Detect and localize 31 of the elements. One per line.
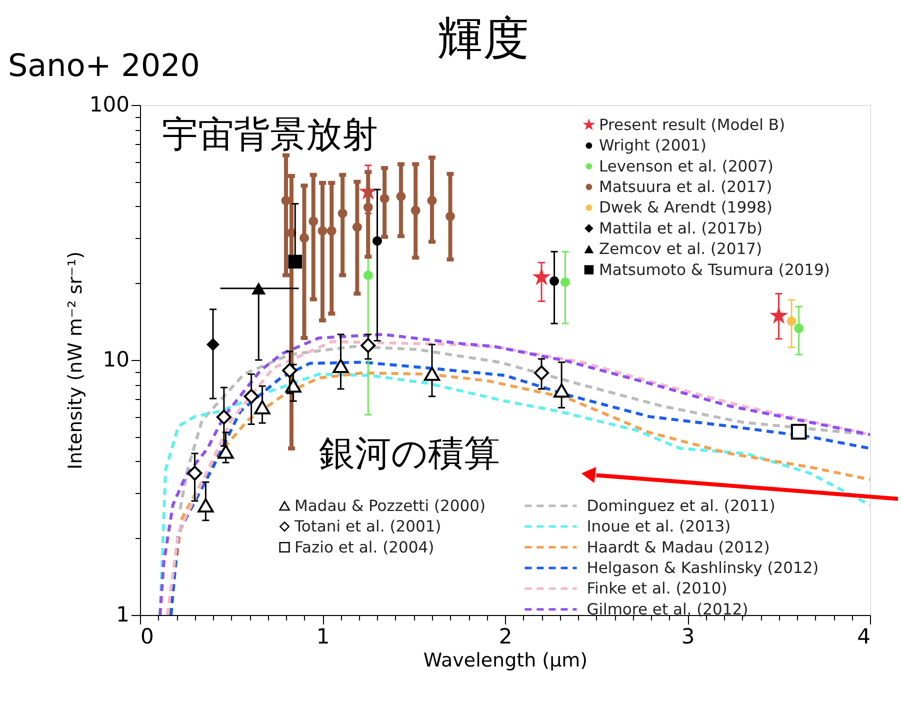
x-tick-label: 1 — [316, 624, 330, 648]
legend-label: Totani et al. (2001) — [294, 518, 442, 536]
text: Sano+ 2020 — [8, 48, 200, 84]
legend-label: Haardt & Madau (2012) — [586, 538, 770, 556]
y-tick-label: 100 — [89, 92, 130, 116]
legend-label: Helgason & Kashlinsky (2012) — [586, 558, 819, 577]
legend-label: Matsumoto & Tsumura (2019) — [598, 260, 830, 279]
legend-label: Madau & Pozzetti (2000) — [294, 496, 486, 515]
y-tick-label: 1 — [116, 602, 130, 626]
legend-label: Inoue et al. (2013) — [586, 518, 731, 536]
legend-label: Mattila et al. (2017b) — [598, 219, 763, 238]
x-tick-label: 0 — [140, 624, 154, 648]
legend-label: Finke et al. (2010) — [586, 580, 728, 598]
y-tick-label: 10 — [102, 348, 130, 372]
annotation: 宇宙背景放射 — [162, 114, 378, 156]
annotation: 銀河の積算 — [318, 433, 500, 474]
x-axis-title: Wavelength (μm) — [423, 650, 588, 672]
legend-label: Wright (2001) — [598, 136, 706, 155]
legend-label: Matsuura et al. (2017) — [598, 178, 772, 196]
chart-title: 輝度 — [437, 11, 530, 65]
x-tick-label: 4 — [857, 624, 870, 648]
legend-label: Present result (Model B) — [598, 116, 786, 134]
x-tick-label: 2 — [498, 624, 512, 648]
legend-label: Fazio et al. (2004) — [294, 538, 434, 556]
x-tick-label: 3 — [681, 624, 695, 648]
legend-label: Gilmore et al. (2012) — [586, 600, 748, 618]
legend-label: Levenson et al. (2007) — [598, 157, 774, 176]
y-axis-title: Intensity (nW m⁻² sr⁻¹) — [64, 252, 86, 470]
legend-label: Dwek & Arendt (1998) — [598, 198, 772, 217]
legend-label: Dominguez et al. (2011) — [586, 496, 776, 515]
legend-label: Zemcov et al. (2017) — [598, 240, 762, 258]
